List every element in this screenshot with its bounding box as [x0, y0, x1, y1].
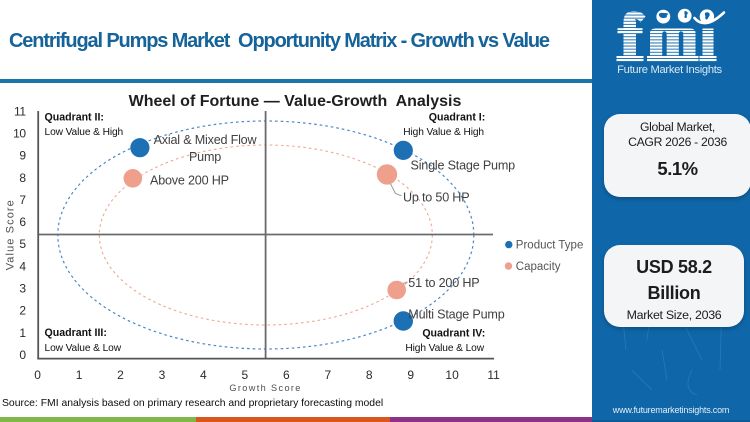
svg-text:Growth Score: Growth Score [229, 383, 301, 393]
svg-text:Quadrant IV:: Quadrant IV: [422, 328, 485, 340]
svg-text:6: 6 [283, 368, 290, 382]
svg-text:Low Value & Low: Low Value & Low [45, 343, 122, 354]
svg-text:10: 10 [13, 127, 26, 141]
svg-text:High Value & Low: High Value & Low [405, 343, 484, 354]
svg-text:6: 6 [19, 215, 26, 229]
svg-text:Up to 50 HP: Up to 50 HP [403, 191, 469, 205]
svg-text:Low Value & High: Low Value & High [45, 127, 124, 138]
svg-text:5: 5 [19, 237, 26, 251]
svg-text:3: 3 [19, 282, 26, 296]
svg-text:Above 200 HP: Above 200 HP [150, 174, 229, 188]
svg-text:8: 8 [366, 368, 373, 382]
svg-text:Quadrant III:: Quadrant III: [45, 327, 107, 339]
svg-text:Product Type: Product Type [516, 240, 584, 252]
svg-text:3: 3 [159, 368, 166, 382]
svg-text:1: 1 [19, 326, 26, 340]
svg-text:9: 9 [19, 149, 26, 163]
svg-text:8: 8 [19, 171, 26, 185]
svg-text:4: 4 [19, 259, 26, 273]
svg-text:Future Market Insights: Future Market Insights [617, 64, 722, 76]
svg-text:Value Score: Value Score [5, 199, 17, 270]
svg-text:Pump: Pump [189, 150, 221, 164]
svg-text:High Value & High: High Value & High [403, 127, 484, 138]
svg-text:Quadrant I:: Quadrant I: [429, 112, 486, 124]
svg-text:Axial & Mixed Flow: Axial & Mixed Flow [154, 133, 258, 147]
svg-text:0: 0 [19, 348, 26, 362]
svg-text:Single Stage Pump: Single Stage Pump [411, 158, 516, 172]
svg-text:Capacity: Capacity [516, 261, 561, 273]
svg-text:51 to 200 HP: 51 to 200 HP [408, 276, 479, 290]
svg-text:2: 2 [19, 304, 26, 318]
svg-text:1: 1 [76, 368, 83, 382]
svg-text:Wheel of Fortune — Value-Growt: Wheel of Fortune — Value-Growth Analysis [129, 93, 462, 110]
svg-text:4: 4 [200, 368, 207, 382]
svg-text:7: 7 [324, 368, 331, 382]
svg-text:5: 5 [242, 368, 249, 382]
svg-text:Multi Stage Pump: Multi Stage Pump [408, 308, 504, 322]
svg-text:11: 11 [487, 368, 500, 382]
svg-text:2: 2 [117, 368, 124, 382]
svg-text:10: 10 [445, 368, 459, 382]
svg-text:0: 0 [34, 368, 41, 382]
svg-text:Quadrant II:: Quadrant II: [45, 112, 104, 124]
svg-text:7: 7 [19, 193, 26, 207]
svg-text:9: 9 [407, 368, 414, 382]
svg-text:11: 11 [14, 104, 26, 118]
